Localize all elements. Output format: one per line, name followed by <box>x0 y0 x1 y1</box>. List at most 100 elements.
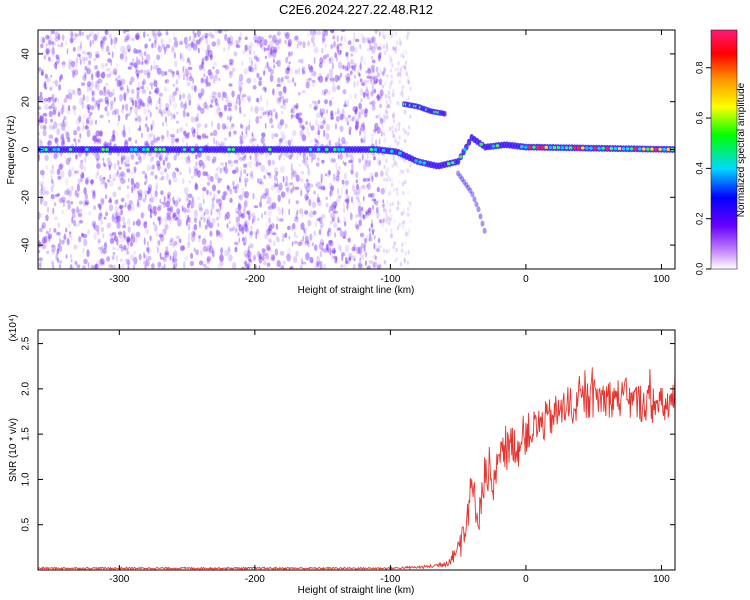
carrier-peak <box>581 146 585 150</box>
noise-speckle <box>188 166 191 175</box>
noise-speckle <box>394 128 397 133</box>
noise-speckle <box>290 266 293 269</box>
noise-speckle <box>337 243 340 251</box>
noise-speckle <box>288 198 291 205</box>
noise-speckle <box>199 37 203 42</box>
noise-speckle <box>187 43 192 47</box>
noise-speckle <box>259 137 264 145</box>
noise-speckle <box>153 38 157 45</box>
noise-speckle <box>253 34 258 42</box>
noise-speckle <box>309 66 314 73</box>
noise-speckle <box>354 74 356 79</box>
noise-speckle <box>370 192 375 198</box>
noise-speckle <box>159 54 163 59</box>
noise-speckle <box>155 103 158 111</box>
noise-speckle <box>219 262 223 269</box>
noise-speckle <box>172 212 177 218</box>
noise-speckle <box>111 232 117 236</box>
noise-speckle <box>233 130 236 136</box>
noise-speckle <box>318 186 323 190</box>
noise-speckle <box>403 257 406 262</box>
noise-speckle <box>294 105 298 109</box>
noise-speckle <box>194 183 199 191</box>
noise-speckle <box>152 221 155 226</box>
noise-speckle <box>327 230 329 237</box>
noise-speckle <box>104 194 108 200</box>
noise-speckle <box>166 162 171 170</box>
noise-speckle <box>361 36 366 44</box>
noise-speckle <box>128 48 130 53</box>
noise-speckle <box>383 34 386 39</box>
noise-speckle <box>299 208 303 215</box>
noise-speckle <box>43 54 46 60</box>
noise-speckle <box>328 169 331 176</box>
noise-speckle <box>403 138 407 144</box>
noise-speckle <box>248 56 253 63</box>
noise-speckle <box>313 46 319 54</box>
noise-speckle <box>307 40 310 47</box>
noise-speckle <box>372 68 375 73</box>
noise-speckle <box>260 165 266 172</box>
noise-speckle <box>215 167 219 171</box>
noise-speckle <box>138 49 142 53</box>
noise-speckle <box>217 91 222 99</box>
noise-speckle <box>386 200 389 205</box>
noise-speckle <box>346 203 349 211</box>
noise-speckle <box>154 64 159 71</box>
noise-speckle <box>367 182 371 190</box>
noise-speckle <box>317 130 321 136</box>
noise-speckle <box>352 106 358 112</box>
noise-speckle <box>358 158 362 164</box>
noise-speckle <box>315 162 320 167</box>
noise-speckle <box>179 238 182 243</box>
noise-speckle <box>61 209 64 215</box>
noise-speckle <box>192 129 196 138</box>
noise-speckle <box>62 104 64 110</box>
y-tick-label: -20 <box>21 190 32 205</box>
noise-speckle <box>158 233 163 238</box>
noise-speckle <box>396 192 399 197</box>
noise-speckle <box>353 189 358 196</box>
noise-speckle <box>179 52 182 60</box>
noise-speckle <box>41 222 47 229</box>
noise-speckle <box>173 113 176 120</box>
noise-speckle <box>315 139 319 144</box>
noise-speckle <box>236 97 238 104</box>
noise-speckle <box>67 202 71 210</box>
noise-speckle <box>86 129 91 138</box>
noise-speckle <box>168 38 172 44</box>
noise-speckle <box>121 263 125 269</box>
noise-speckle <box>96 82 100 91</box>
noise-speckle <box>376 206 379 214</box>
noise-speckle <box>241 227 245 235</box>
noise-speckle <box>396 100 399 106</box>
noise-speckle <box>347 160 353 164</box>
noise-speckle <box>120 171 125 177</box>
noise-speckle <box>275 183 279 188</box>
noise-speckle <box>147 33 149 37</box>
noise-speckle <box>374 171 379 178</box>
noise-speckle <box>71 216 74 224</box>
noise-speckle <box>186 112 190 117</box>
noise-speckle <box>102 245 104 249</box>
carrier-peak <box>414 159 418 163</box>
noise-speckle <box>143 189 148 197</box>
noise-speckle <box>359 264 364 268</box>
noise-speckle <box>125 163 130 167</box>
noise-speckle <box>158 43 160 51</box>
noise-speckle <box>150 124 153 131</box>
noise-speckle <box>342 64 345 70</box>
noise-speckle <box>361 184 366 190</box>
noise-speckle <box>82 124 85 132</box>
noise-speckle <box>232 169 236 174</box>
noise-speckle <box>307 219 312 227</box>
noise-speckle <box>301 261 307 265</box>
noise-speckle <box>112 134 116 139</box>
noise-speckle <box>337 50 341 56</box>
noise-speckle <box>298 67 301 75</box>
noise-speckle <box>206 44 211 53</box>
noise-speckle <box>340 264 344 268</box>
noise-speckle <box>49 41 54 46</box>
noise-speckle <box>363 245 366 252</box>
noise-speckle <box>241 95 244 101</box>
